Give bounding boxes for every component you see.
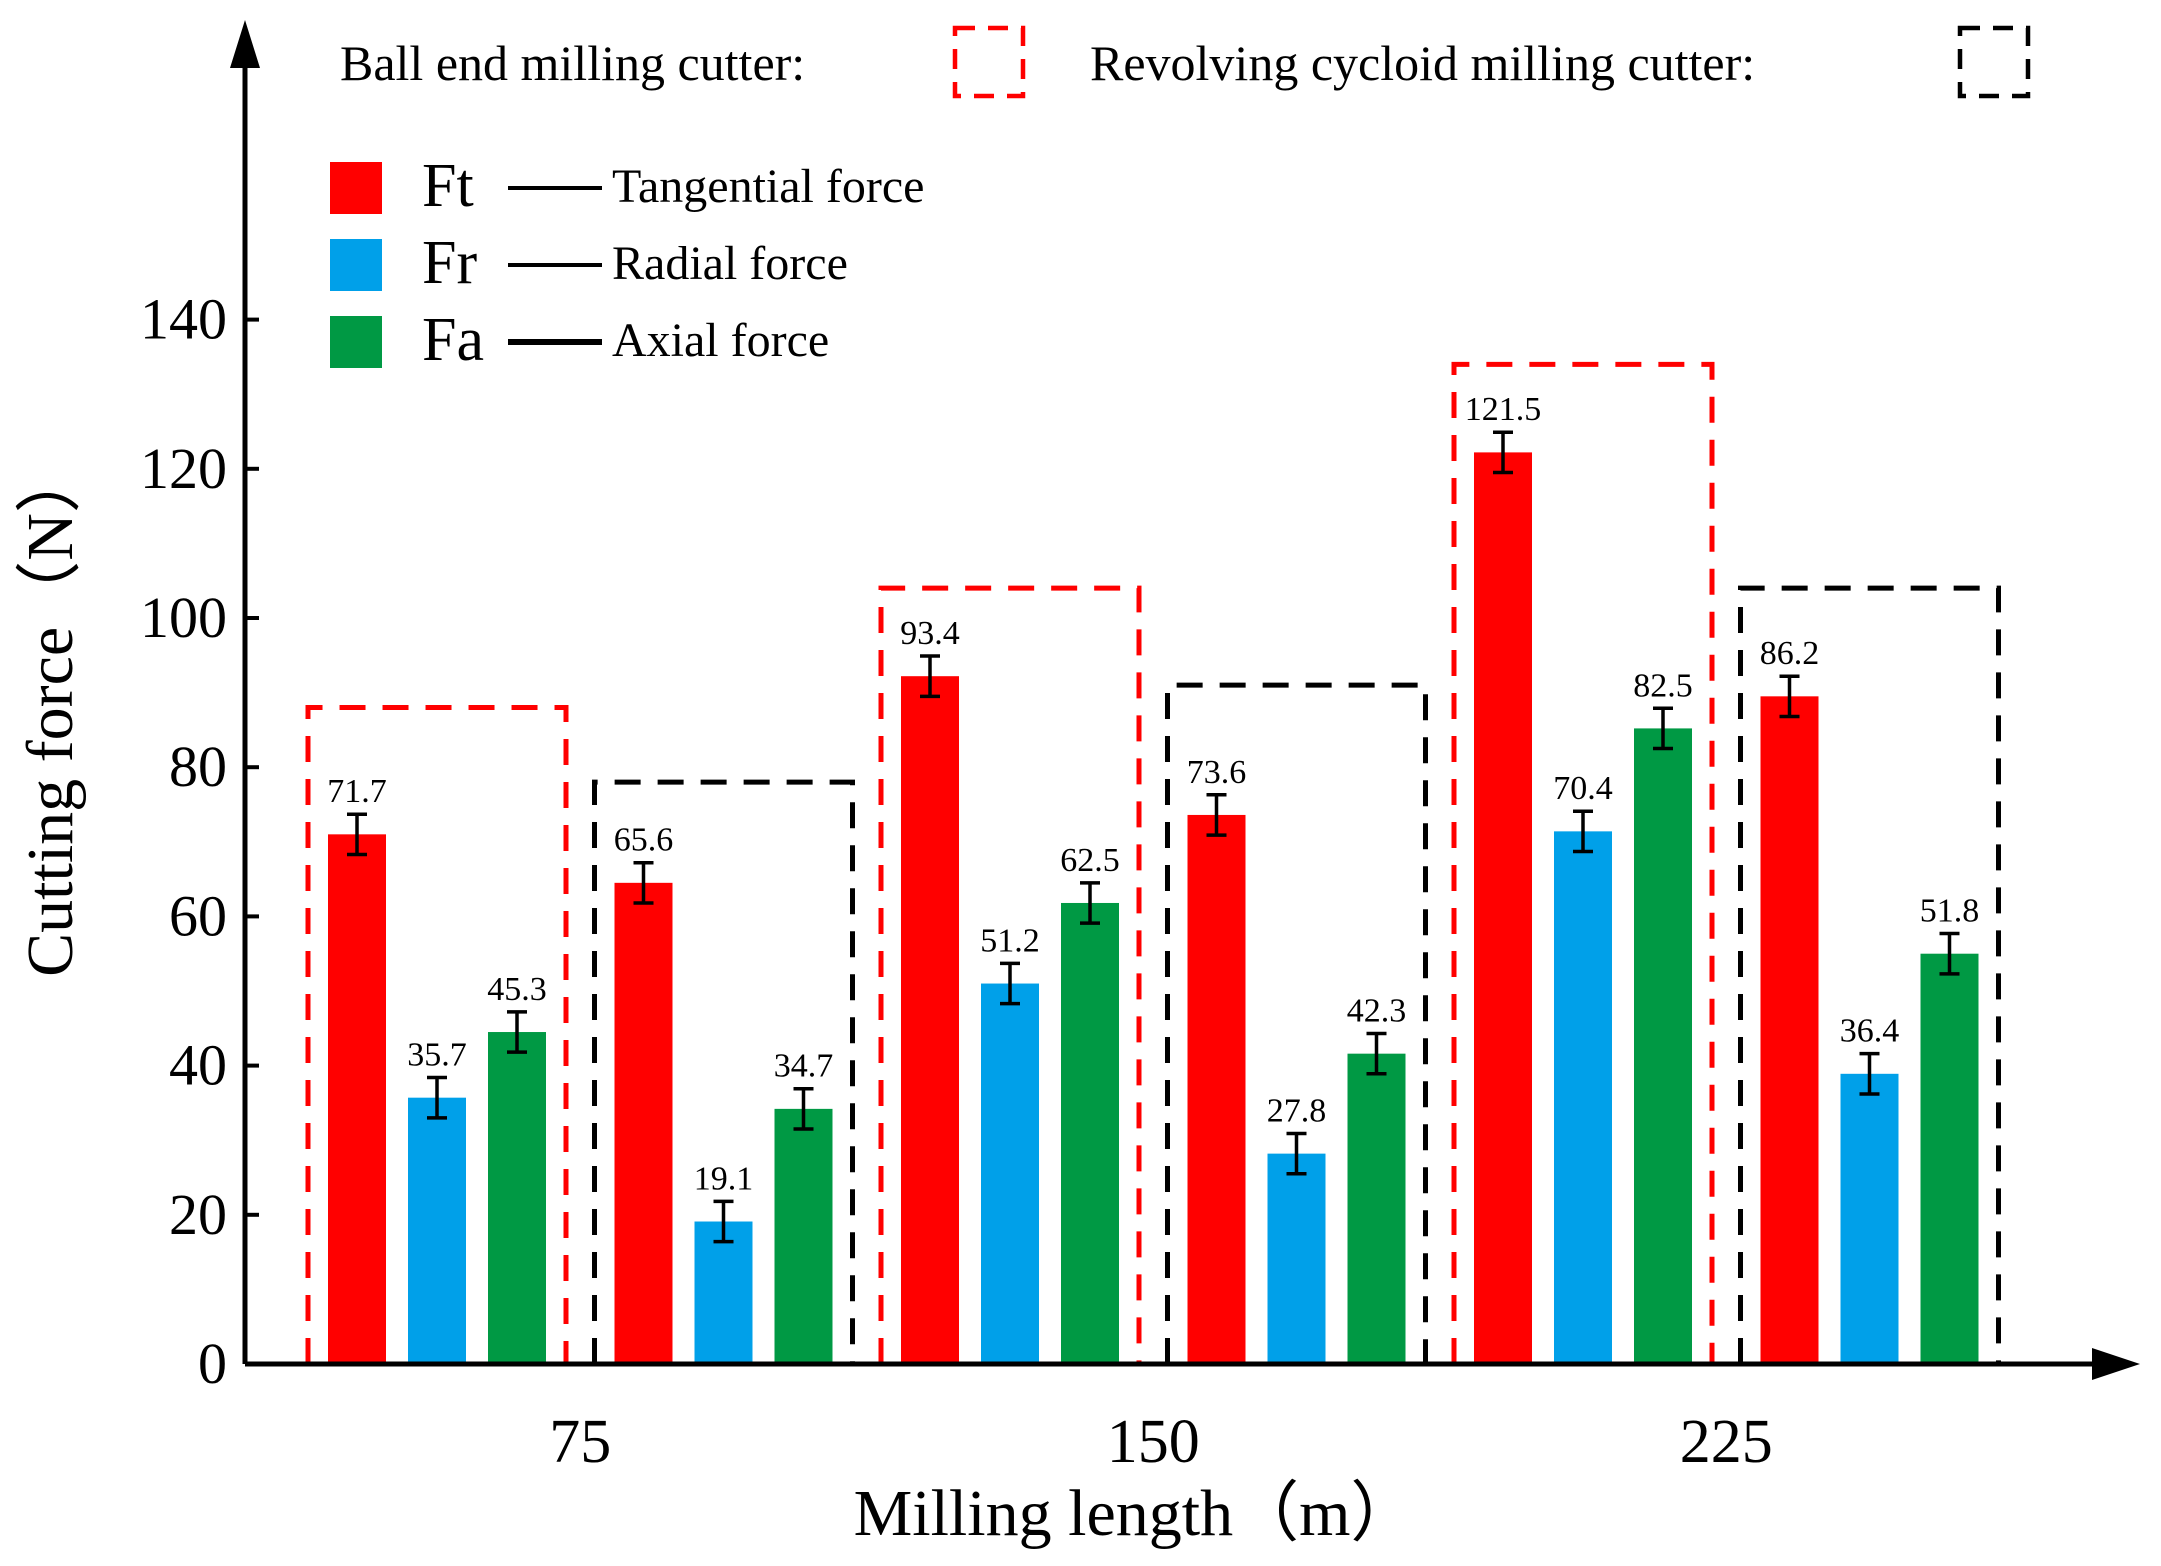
bar-225-cycloid-fr <box>1840 1073 1899 1364</box>
bar-225-ball-ft <box>1474 452 1532 1364</box>
error-bar <box>507 1010 527 1054</box>
error-bar <box>1286 1131 1307 1176</box>
bar-150-cycloid-ft <box>1187 814 1246 1364</box>
y-axis-arrow <box>230 20 260 68</box>
bar-75-ball-fr <box>408 1097 466 1364</box>
error-bar <box>1779 674 1800 719</box>
bar-225-ball-fr <box>1554 831 1612 1364</box>
value-label: 19.1 <box>694 1160 754 1197</box>
group-box-6 <box>1738 585 2001 1364</box>
value-label: 51.2 <box>980 922 1040 959</box>
value-label: 27.8 <box>1267 1092 1327 1129</box>
bar-75-ball-ft <box>328 834 386 1364</box>
y-tick-label: 80 <box>169 734 227 799</box>
error-bar <box>1000 961 1020 1006</box>
value-label: 71.7 <box>327 773 387 810</box>
bar-75-cycloid-fa <box>774 1108 833 1364</box>
x-axis-arrow <box>2092 1348 2140 1380</box>
legend-name-fr: Radial force <box>612 237 848 290</box>
value-label: 35.7 <box>407 1037 467 1074</box>
x-axis-title: Milling length（m） <box>854 1477 1417 1550</box>
legend-swatch-fa <box>330 316 382 368</box>
bar-225-cycloid-fa <box>1920 953 1979 1364</box>
y-tick-label: 0 <box>198 1331 227 1396</box>
group-box-5 <box>1451 361 1715 1364</box>
error-bar <box>1573 809 1593 854</box>
bar-150-cycloid-fr <box>1267 1153 1326 1364</box>
group-box-1 <box>305 705 569 1364</box>
y-axis-title: Cutting force（N） <box>14 447 87 977</box>
error-bar <box>713 1199 734 1244</box>
x-tick-label-75: 75 <box>549 1408 611 1476</box>
error-bar <box>427 1075 447 1120</box>
error-bar <box>793 1086 814 1131</box>
y-tick-label: 40 <box>169 1033 227 1098</box>
y-tick-label: 120 <box>140 436 227 501</box>
error-bar <box>347 812 367 857</box>
value-label: 65.6 <box>614 822 674 859</box>
cutter-legend-label-cycloid: Revolving cycloid milling cutter: <box>1090 35 1755 91</box>
value-label: 42.3 <box>1347 993 1407 1030</box>
value-label: 82.5 <box>1633 667 1693 704</box>
value-label: 45.3 <box>487 971 547 1008</box>
error-bar <box>633 860 654 905</box>
x-tick-label-225: 225 <box>1680 1408 1773 1476</box>
bar-75-cycloid-ft <box>614 882 673 1364</box>
cutter-legend-swatch-cycloid <box>1957 25 2031 99</box>
value-label: 70.4 <box>1553 770 1613 807</box>
group-box-3 <box>878 585 1142 1364</box>
bar-225-cycloid-ft <box>1760 696 1819 1364</box>
legend-abbr-fr: Fr <box>422 229 477 297</box>
bar-150-cycloid-fa <box>1347 1053 1406 1364</box>
bar-75-cycloid-fr <box>694 1221 753 1364</box>
error-bar <box>920 654 940 699</box>
value-label: 121.5 <box>1465 391 1542 428</box>
error-bar <box>1493 430 1513 475</box>
x-tick-label-150: 150 <box>1107 1408 1200 1476</box>
y-tick-label: 20 <box>169 1182 227 1247</box>
error-bar <box>1366 1031 1387 1076</box>
value-label: 73.6 <box>1187 754 1247 791</box>
value-label: 36.4 <box>1840 1013 1900 1050</box>
bar-75-ball-fa <box>488 1032 546 1364</box>
value-label: 34.7 <box>774 1048 834 1085</box>
cutter-legend-label-ball: Ball end milling cutter: <box>340 35 805 91</box>
legend-swatch-ft <box>330 162 382 214</box>
error-bar <box>1653 706 1673 751</box>
error-bar <box>1080 881 1100 925</box>
y-tick-label: 140 <box>140 287 227 352</box>
bar-150-ball-ft <box>901 676 959 1364</box>
bar-150-ball-fr <box>981 983 1039 1364</box>
legend-name-fa: Axial force <box>612 314 829 367</box>
y-tick-label: 60 <box>169 883 227 948</box>
legend-name-ft: Tangential force <box>612 160 924 213</box>
value-label: 62.5 <box>1060 842 1120 879</box>
bar-225-ball-fa <box>1634 728 1692 1364</box>
cutter-legend-swatch-ball <box>952 25 1026 99</box>
bar-150-ball-fa <box>1061 902 1119 1364</box>
value-label: 86.2 <box>1760 635 1820 672</box>
value-label: 93.4 <box>900 615 960 652</box>
value-label: 51.8 <box>1920 893 1980 930</box>
legend-swatch-fr <box>330 239 382 291</box>
error-bar <box>1206 793 1227 837</box>
error-bar <box>1939 931 1960 976</box>
legend-abbr-ft: Ft <box>422 152 474 220</box>
legend-abbr-fa: Fa <box>422 306 484 374</box>
group-box-2 <box>592 779 855 1364</box>
y-tick-label: 100 <box>140 585 227 650</box>
error-bar <box>1859 1051 1880 1096</box>
